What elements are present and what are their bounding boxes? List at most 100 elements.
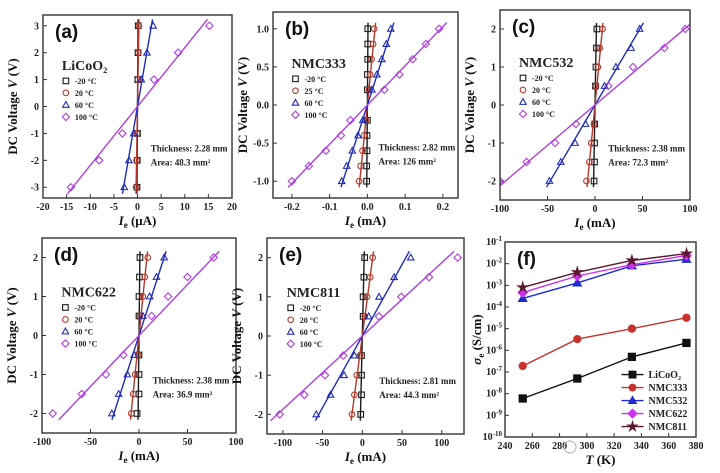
data-point (364, 311, 373, 320)
x-axis-variable: I (118, 213, 125, 228)
legend-entry: 20 °C (300, 316, 319, 325)
y-tick-exponent: -5 (496, 322, 502, 330)
legend-marker (287, 316, 295, 324)
x-tick-label: -50 (84, 437, 97, 448)
plot-area (66, 18, 214, 195)
legend-entry: 60 °C (300, 328, 319, 337)
data-point (679, 246, 694, 260)
panel-label: (b) (285, 19, 309, 40)
legend-entry: -20 °C (75, 77, 97, 86)
data-point (570, 138, 580, 146)
data-point (594, 63, 602, 71)
y-tick-label: 10-8 (486, 387, 502, 400)
fit-line (58, 250, 220, 421)
x-axis-subscript: e (579, 222, 583, 232)
data-point (135, 371, 143, 378)
data-point (107, 409, 116, 417)
panel-d: -100 -50 0 50 100 -2 -1 0 1 2 Ie (mA) DC Voltage V … (4, 237, 244, 465)
x-tick-label: -100 (491, 204, 509, 215)
series-line (522, 252, 687, 289)
legend-marker (518, 109, 528, 119)
panel-label: (d) (54, 245, 78, 266)
data-point (152, 272, 161, 280)
area-annotation: Area: 126 mm² (378, 157, 436, 167)
plot-frame (42, 14, 233, 199)
x-tick-label: 260 (525, 441, 540, 452)
legend-marker (61, 100, 71, 108)
y-axis-variable: V (229, 308, 244, 318)
x-axis-variable: I (344, 213, 351, 228)
data-point (364, 25, 372, 33)
y-tick-label: 1 (33, 292, 38, 303)
y-axis-variable: σ (469, 357, 484, 365)
data-point (339, 370, 349, 379)
data-point (358, 391, 365, 399)
data-point (135, 49, 142, 57)
data-point (382, 39, 391, 47)
data-point (424, 272, 434, 282)
data-point (626, 43, 636, 51)
legend-entry: 100 °C (532, 110, 555, 119)
data-point (358, 115, 368, 124)
data-point (585, 158, 593, 166)
y-tick-label: 10-4 (486, 300, 502, 313)
x-axis-variable: T (586, 452, 595, 467)
data-point (682, 338, 691, 348)
legend-entry: 20 °C (532, 86, 551, 95)
data-point (389, 272, 399, 281)
y-tick-exponent: -8 (496, 387, 502, 395)
y-tick-label: 10-5 (486, 322, 502, 335)
legend-entry: 60 °C (75, 101, 94, 110)
y-tick-label: 1 (491, 63, 496, 74)
y-axis-unit: (V) (5, 58, 20, 79)
data-point (570, 265, 584, 278)
data-point (173, 48, 183, 58)
data-point (590, 177, 598, 185)
legend-marker (286, 327, 295, 335)
thickness-annotation: Thickness: 2.82 mm (378, 143, 455, 153)
legend-entry: 60 °C (532, 98, 551, 107)
legend-entry: 100 °C (300, 340, 323, 349)
y-tick-label: -1 (30, 370, 38, 381)
x-tick-label: -20 (36, 202, 49, 213)
data-point (321, 146, 331, 156)
legend-entry: 60 °C (305, 99, 324, 108)
panel-label: (f) (517, 249, 536, 270)
y-axis-subscript: e (476, 354, 486, 358)
x-axis-unit: (μA) (128, 213, 157, 228)
legend-marker (60, 339, 70, 348)
x-tick-label: 0 (137, 437, 142, 448)
data-point (596, 44, 604, 52)
x-tick-label: 100 (683, 204, 698, 215)
data-point (603, 81, 613, 91)
data-point (136, 254, 144, 261)
data-point (337, 176, 346, 185)
y-axis-variable: V (235, 77, 250, 87)
y-tick-label: 0 (258, 332, 263, 343)
y-axis-text: DC Voltage (229, 318, 244, 384)
y-tick-exponent: -4 (496, 300, 502, 308)
y-tick-label: -3 (31, 183, 39, 194)
series-line (522, 342, 687, 400)
series-line (522, 254, 687, 294)
data-point (338, 351, 348, 361)
data-point (350, 351, 359, 359)
y-axis-label: σe (S/cm) (469, 314, 486, 364)
y-tick-label: 10-2 (486, 257, 502, 270)
y-axis-variable: V (462, 77, 477, 87)
x-axis-unit: (K) (593, 452, 615, 467)
x-tick-label: 10 (180, 202, 190, 213)
data-point (117, 128, 127, 138)
plot-area (500, 22, 690, 188)
y-tick-label: 2 (34, 48, 39, 59)
fit-line (270, 250, 455, 422)
y-axis-unit: (V) (235, 57, 250, 78)
legend-marker (627, 395, 638, 405)
data-point (360, 273, 368, 281)
y-tick-label: -2 (488, 177, 496, 188)
y-tick-label: -2 (255, 410, 263, 421)
data-point (357, 162, 364, 170)
y-tick-label: 3 (34, 21, 39, 32)
x-tick-label: -0.1 (322, 202, 338, 213)
